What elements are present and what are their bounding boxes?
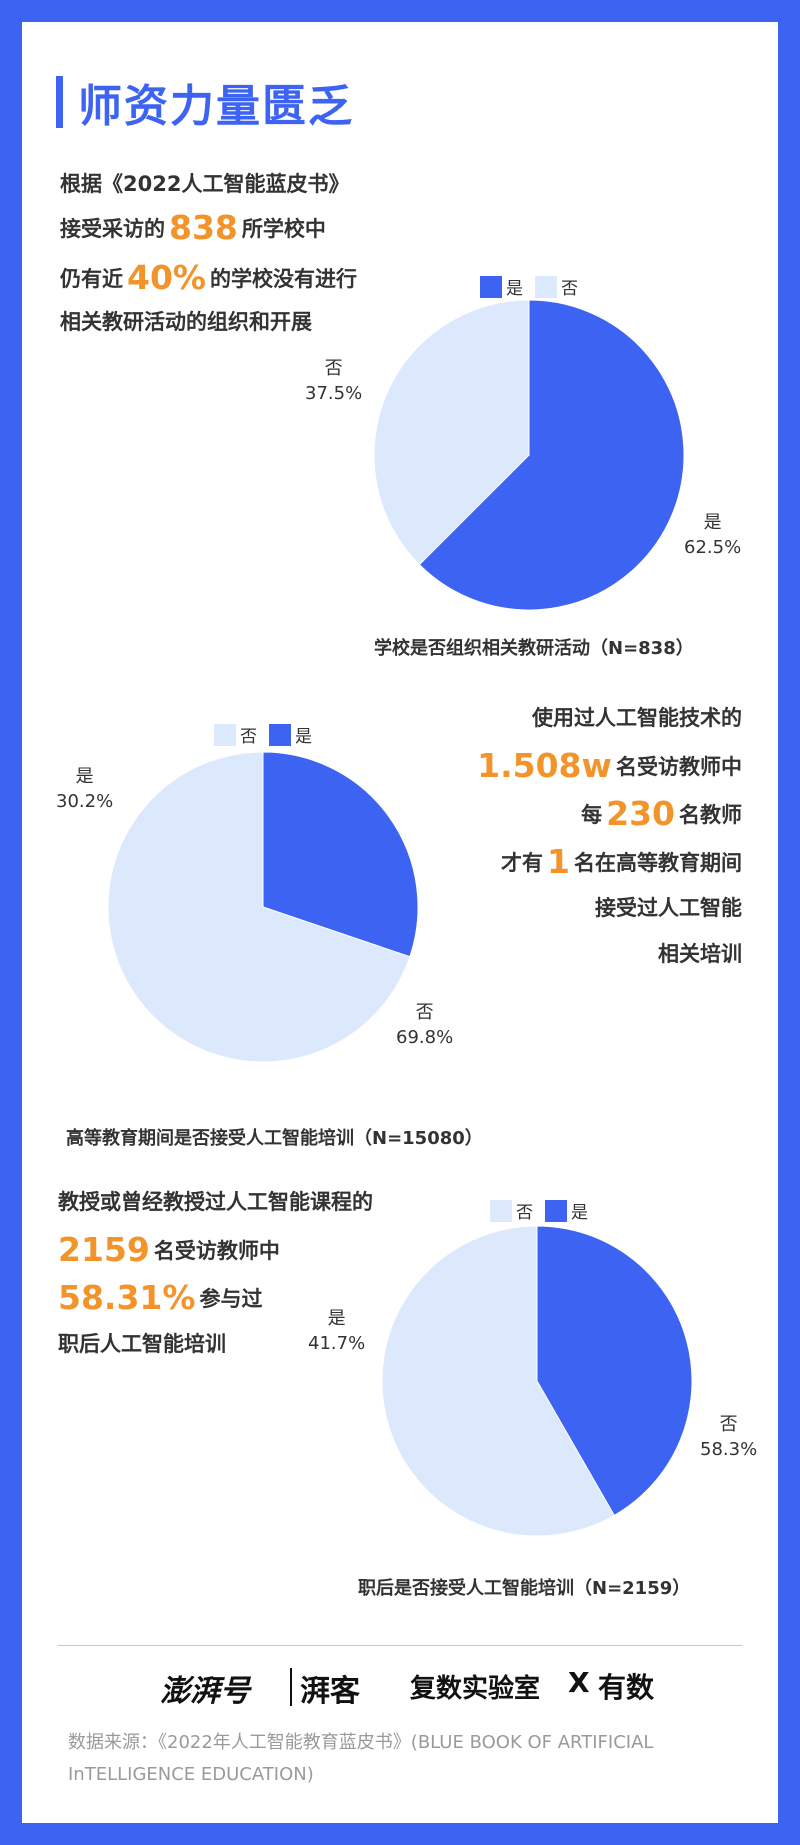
pie2-chart <box>107 751 419 1063</box>
pie3-chart <box>381 1225 693 1537</box>
data-source-line-1: 数据来源：《2022年人工智能教育蓝皮书》(BLUE BOOK OF ARTIF… <box>68 1732 654 1753</box>
s2-line-4-post: 名在高等教育期间 <box>574 851 742 875</box>
pie1-label-yes-pct: 62.5% <box>684 537 742 558</box>
s1-line-4: 相关教研活动的组织和开展 <box>60 310 312 334</box>
pie3-legend-swatch-1 <box>545 1199 567 1222</box>
pie3-legend-item-1: 是 <box>545 1198 588 1223</box>
s3-line-3: 58.31% 参与过 <box>58 1278 262 1317</box>
logo-paike: 湃客 <box>300 1674 360 1709</box>
pie2-caption: 高等教育期间是否接受人工智能培训（N=15080） <box>66 1128 483 1149</box>
s2-highlight-1508w: 1.508w <box>477 746 612 785</box>
pie1-label-no-pct: 37.5% <box>305 383 363 404</box>
s1-line-3-post: 的学校没有进行 <box>210 267 357 291</box>
pie2-label-yes-pct: 30.2% <box>56 791 114 812</box>
pie3-label-no-pct: 58.3% <box>700 1439 758 1460</box>
s3-line-4: 职后人工智能培训 <box>58 1332 226 1356</box>
pie2-legend-item-1: 是 <box>269 722 312 747</box>
pie1-legend-swatch-0 <box>480 275 502 298</box>
pie1-legend-label-0: 是 <box>506 279 523 299</box>
s1-highlight-40pct: 40% <box>127 258 206 297</box>
pie3-legend-item-0: 否 <box>490 1198 533 1223</box>
pie3-legend: 否 是 <box>490 1198 600 1223</box>
pie3-label-no: 否 58.3% <box>700 1412 757 1462</box>
data-source-line-2: InTELLIGENCE EDUCATION) <box>68 1764 314 1785</box>
pie1-slice-no <box>373 299 530 566</box>
pie2-legend-swatch-1 <box>269 723 291 746</box>
s1-line-2-post: 所学校中 <box>241 217 326 241</box>
page-title: 师资力量匮乏 <box>78 81 354 132</box>
pie3-label-no-cat: 否 <box>719 1414 738 1435</box>
pie2-label-no-cat: 否 <box>415 1002 434 1023</box>
pie3-legend-label-1: 是 <box>571 1203 588 1223</box>
pie3-legend-label-0: 否 <box>516 1203 533 1223</box>
s3-line-2-post: 名受访教师中 <box>153 1239 280 1263</box>
pie1-legend-item-1: 否 <box>535 274 578 299</box>
s3-highlight-5831pct: 58.31% <box>58 1278 196 1317</box>
logo-x: X <box>568 1666 590 1699</box>
pie1-caption: 学校是否组织相关教研活动（N=838） <box>374 638 694 659</box>
pie2-label-yes-cat: 是 <box>75 766 94 787</box>
pie1-label-yes-cat: 是 <box>703 512 722 533</box>
s2-line-4-pre: 才有 <box>501 851 544 875</box>
pie2-legend-label-0: 否 <box>240 727 257 747</box>
s2-highlight-1: 1 <box>547 842 570 881</box>
pie2-slice-no <box>107 751 411 1063</box>
s1-line-2-pre: 接受采访的 <box>60 217 165 241</box>
s2-line-2-post: 名受访教师中 <box>616 755 742 779</box>
pie2-label-yes: 是 30.2% <box>56 764 113 814</box>
s3-line-3-post: 参与过 <box>199 1287 263 1311</box>
s1-line-3-pre: 仍有近 <box>60 267 123 291</box>
s2-line-6: 相关培训 <box>658 942 742 966</box>
s3-highlight-2159: 2159 <box>58 1230 150 1269</box>
s1-line-2: 接受采访的 838 所学校中 <box>60 208 326 247</box>
pie2-slice-yes <box>262 751 419 958</box>
pie2-label-no-pct: 69.8% <box>396 1027 454 1048</box>
s2-line-3-post: 名教师 <box>679 803 742 827</box>
pie1-label-yes: 是 62.5% <box>684 510 741 560</box>
s3-line-2: 2159 名受访教师中 <box>58 1230 280 1269</box>
title-accent-bar <box>56 76 63 128</box>
pie3-slice-yes <box>536 1225 693 1517</box>
pie2-legend: 否 是 <box>214 722 324 747</box>
pie3-label-yes: 是 41.7% <box>308 1306 365 1356</box>
pie3-legend-swatch-0 <box>490 1199 512 1222</box>
logo-separator <box>290 1668 292 1706</box>
footer-divider <box>58 1645 742 1646</box>
s2-line-2: 1.508w 名受访教师中 <box>473 746 742 785</box>
s2-highlight-230: 230 <box>606 794 675 833</box>
pie2-legend-item-0: 否 <box>214 722 257 747</box>
pie1-legend-item-0: 是 <box>480 274 523 299</box>
logo-youshu: 有数 <box>598 1671 655 1704</box>
pie3-caption: 职后是否接受人工智能培训（N=2159） <box>358 1578 691 1599</box>
pie1-label-no: 否 37.5% <box>305 356 362 406</box>
logo-pengpai: 澎湃号 <box>160 1674 250 1709</box>
pie1-label-no-cat: 否 <box>324 358 343 379</box>
pie1-legend-swatch-1 <box>535 275 557 298</box>
s1-highlight-838: 838 <box>169 208 238 247</box>
pie1-legend-label-1: 否 <box>561 279 578 299</box>
s1-line-3: 仍有近 40% 的学校没有进行 <box>60 258 357 297</box>
pie1-slice-yes <box>418 299 685 611</box>
s2-line-1: 使用过人工智能技术的 <box>532 706 742 730</box>
pie1-chart <box>373 299 685 611</box>
pie2-legend-label-1: 是 <box>295 727 312 747</box>
s3-line-1: 教授或曾经教授过人工智能课程的 <box>58 1190 373 1214</box>
s2-line-4: 才有 1 名在高等教育期间 <box>501 842 742 881</box>
pie2-legend-swatch-0 <box>214 723 236 746</box>
s2-line-5: 接受过人工智能 <box>595 896 742 920</box>
pie3-slice-no <box>381 1225 615 1537</box>
s2-line-3-pre: 每 <box>581 803 603 827</box>
pie3-label-yes-cat: 是 <box>327 1308 346 1329</box>
s2-line-3: 每 230 名教师 <box>581 794 742 833</box>
pie2-label-no: 否 69.8% <box>396 1000 453 1050</box>
logo-fushu-lab: 复数实验室 <box>410 1674 541 1704</box>
s1-line-1: 根据《2022人工智能蓝皮书》 <box>60 172 350 196</box>
pie3-label-yes-pct: 41.7% <box>308 1333 366 1354</box>
pie1-legend: 是 否 <box>480 274 590 299</box>
